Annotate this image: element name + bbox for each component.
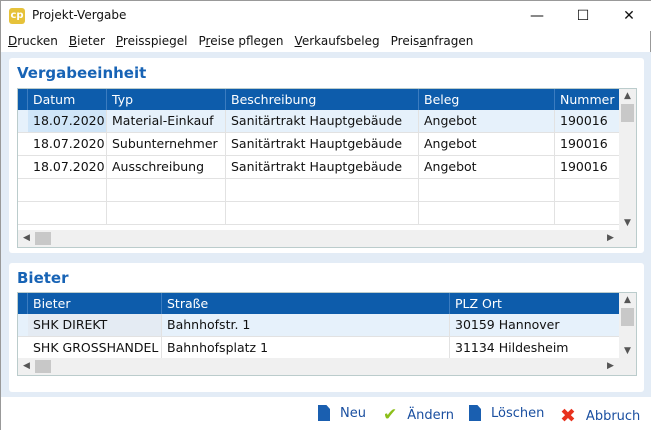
neu-label: Neu	[340, 405, 366, 421]
scroll-thumb[interactable]	[35, 360, 51, 373]
table-cell: 18.07.2020	[28, 156, 107, 178]
bieter-table: Bieter Straße PLZ Ort SHK DIREKT Bahnhofstr.…	[17, 292, 637, 376]
table-cell	[107, 179, 226, 201]
table-cell: SHK DIREKT	[28, 314, 162, 336]
close-button[interactable]: ✕	[623, 8, 635, 24]
abbruch-button[interactable]: ✖ Abbruch	[560, 405, 640, 427]
maximize-button[interactable]: ☐	[576, 8, 590, 24]
table-row[interactable]: 18.07.2020 Subunternehmer Sanitärtrakt Hau…	[18, 133, 636, 156]
scroll-down-icon[interactable]: ▼	[624, 346, 631, 356]
column-header[interactable]: Bieter	[28, 293, 162, 314]
column-header[interactable]: PLZ Ort	[450, 293, 620, 314]
content-area: Vergabeeinheit Datum Typ Beschreibung Beleg…	[1, 52, 651, 397]
window-title: Projekt-Vergabe	[32, 8, 127, 22]
column-header[interactable]: Datum	[28, 89, 107, 110]
aendern-button[interactable]: ✔ Ändern	[383, 405, 454, 425]
vertical-scrollbar[interactable]: ▲ ▼	[619, 293, 636, 358]
table-cell: Sanitärtrakt Hauptgebäude	[226, 156, 419, 178]
table-cell: 18.07.2020	[28, 110, 107, 132]
table-header: Bieter Straße PLZ Ort	[18, 293, 636, 314]
table-cell	[555, 179, 625, 201]
table-row[interactable]	[18, 202, 636, 225]
table-cell: Bahnhofsplatz 1	[162, 337, 450, 359]
horizontal-scrollbar[interactable]: ◀ ▶	[18, 358, 636, 375]
table-cell	[419, 179, 555, 201]
table-cell: Angebot	[419, 133, 555, 155]
table-cell	[28, 179, 107, 201]
cancel-x-icon: ✖	[560, 405, 576, 427]
scroll-right-icon[interactable]: ▶	[607, 233, 614, 243]
column-header[interactable]: Nummer	[555, 89, 625, 110]
scroll-thumb[interactable]	[621, 308, 634, 326]
table-row[interactable]: SHK GROSSHANDEL Bahnhofsplatz 1 31134 Hild…	[18, 337, 636, 360]
table-cell: Angebot	[419, 110, 555, 132]
table-row[interactable]	[18, 179, 636, 202]
table-row[interactable]: SHK DIREKT Bahnhofstr. 1 30159 Hannover	[18, 314, 636, 337]
bieter-panel: Bieter Bieter Straße PLZ Ort SHK DIREKT Bahn…	[9, 263, 644, 392]
menu-item-0[interactable]: Drucken	[8, 34, 58, 48]
table-cell: 31134 Hildesheim	[450, 337, 620, 359]
table-cell: Sanitärtrakt Hauptgebäude	[226, 110, 419, 132]
menu-item-2[interactable]: Preisspiegel	[115, 34, 188, 48]
menu-bar: Drucken Bieter Preisspiegel Preise pflegen V…	[1, 31, 651, 52]
table-cell: Bahnhofstr. 1	[162, 314, 450, 336]
column-header[interactable]: Typ	[107, 89, 226, 110]
scroll-thumb[interactable]	[35, 232, 51, 245]
table-row[interactable]: 18.07.2020 Material-Einkauf Sanitärtrakt H…	[18, 110, 636, 133]
vertical-scrollbar[interactable]: ▲ ▼	[619, 89, 636, 230]
table-cell: Ausschreibung	[107, 156, 226, 178]
menu-item-1[interactable]: Bieter	[68, 34, 105, 48]
delete-document-icon	[469, 405, 481, 421]
table-cell: Sanitärtrakt Hauptgebäude	[226, 133, 419, 155]
check-icon: ✔	[383, 405, 398, 425]
table-cell	[555, 202, 625, 224]
table-cell: Material-Einkauf	[107, 110, 226, 132]
scroll-thumb[interactable]	[621, 104, 634, 122]
loeschen-button[interactable]: Löschen	[469, 405, 544, 421]
table-cell: 30159 Hannover	[450, 314, 620, 336]
new-document-icon	[318, 405, 330, 421]
section-title: Vergabeeinheit	[17, 64, 147, 82]
table-cell: Subunternehmer	[107, 133, 226, 155]
table-cell: 18.07.2020	[28, 133, 107, 155]
app-icon: cp	[9, 8, 25, 24]
title-bar: cp Projekt-Vergabe — ☐ ✕	[1, 1, 651, 31]
column-header[interactable]: Straße	[162, 293, 450, 314]
neu-button[interactable]: Neu	[318, 405, 366, 421]
table-cell: 190016	[555, 133, 625, 155]
scroll-left-icon[interactable]: ◀	[23, 233, 30, 243]
horizontal-scrollbar[interactable]: ◀ ▶	[18, 230, 636, 247]
column-header[interactable]: Beleg	[419, 89, 555, 110]
abbruch-label: Abbruch	[585, 408, 641, 424]
section-title: Bieter	[17, 269, 69, 287]
table-cell	[419, 202, 555, 224]
scroll-down-icon[interactable]: ▼	[624, 218, 631, 228]
table-cell	[28, 202, 107, 224]
minimize-button[interactable]: —	[530, 8, 544, 24]
vergabeeinheit-panel: Vergabeeinheit Datum Typ Beschreibung Beleg…	[9, 58, 644, 253]
footer-toolbar: Neu ✔ Ändern Löschen ✖ Abbruch	[1, 397, 651, 431]
aendern-label: Ändern	[407, 407, 454, 423]
table-cell: Angebot	[419, 156, 555, 178]
table-cell	[107, 202, 226, 224]
table-cell	[226, 202, 419, 224]
menu-item-4[interactable]: Verkaufsbeleg	[294, 34, 380, 48]
scroll-left-icon[interactable]: ◀	[23, 361, 30, 371]
table-cell: 190016	[555, 110, 625, 132]
vergabeeinheit-table: Datum Typ Beschreibung Beleg Nummer 18.07.202…	[17, 88, 637, 248]
loeschen-label: Löschen	[491, 405, 545, 421]
table-cell: SHK GROSSHANDEL	[28, 337, 162, 359]
menu-item-3[interactable]: Preise pflegen	[198, 34, 284, 48]
scroll-right-icon[interactable]: ▶	[607, 361, 614, 371]
table-header: Datum Typ Beschreibung Beleg Nummer	[18, 89, 636, 110]
table-cell: 190016	[555, 156, 625, 178]
table-cell	[226, 179, 419, 201]
scroll-up-icon[interactable]: ▲	[624, 91, 631, 101]
column-header[interactable]: Beschreibung	[226, 89, 419, 110]
scroll-up-icon[interactable]: ▲	[624, 295, 631, 305]
table-row[interactable]: 18.07.2020 Ausschreibung Sanitärtrakt Haup…	[18, 156, 636, 179]
menu-item-5[interactable]: Preisanfragen	[390, 34, 474, 48]
